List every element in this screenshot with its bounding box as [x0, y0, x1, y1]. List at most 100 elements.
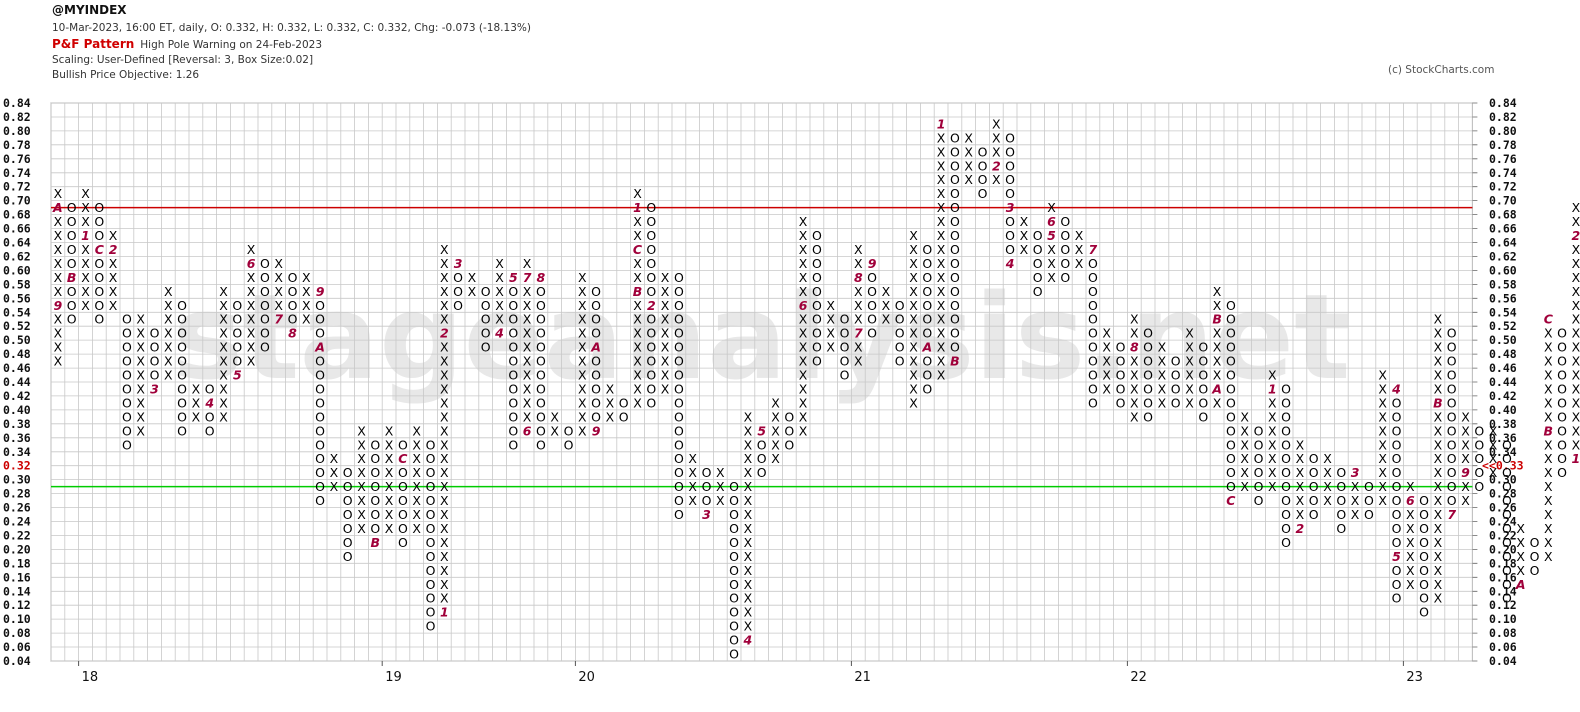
x-box: X — [1544, 549, 1553, 564]
o-box: O — [1226, 423, 1236, 438]
x-box: X — [219, 368, 228, 383]
x-box: X — [523, 312, 532, 327]
x-box: X — [330, 465, 339, 480]
x-box: X — [550, 423, 559, 438]
x-box: X — [937, 172, 946, 187]
x-box: X — [1158, 395, 1167, 410]
o-box: O — [315, 395, 325, 410]
x-box: X — [1434, 563, 1443, 578]
o-box: O — [729, 549, 739, 564]
x-box: X — [412, 493, 421, 508]
y-tick-label-left: 0.10 — [3, 612, 31, 626]
y-tick-label-right: 0.80 — [1489, 124, 1517, 138]
o-box: O — [757, 451, 767, 466]
o-box: O — [150, 340, 160, 355]
x-box: X — [909, 270, 918, 285]
y-tick-label-right: 0.84 — [1489, 96, 1517, 110]
x-box: X — [578, 409, 587, 424]
o-box: O — [1419, 577, 1429, 592]
copyright-credit: (c) StockCharts.com — [1388, 64, 1495, 76]
o-box: O — [1474, 465, 1484, 480]
o-box: O — [150, 326, 160, 341]
o-box: O — [950, 158, 960, 173]
o-box: O — [646, 340, 656, 355]
month-marker: 5 — [509, 270, 518, 285]
x-box: X — [1434, 312, 1443, 327]
x-box: X — [412, 451, 421, 466]
x-box: X — [164, 368, 173, 383]
y-tick-label-right: 0.40 — [1489, 403, 1517, 417]
x-box: X — [1185, 395, 1194, 410]
x-box: X — [192, 381, 201, 396]
month-marker: C — [95, 242, 105, 257]
o-box: O — [950, 172, 960, 187]
y-tick-label-left: 0.48 — [3, 347, 31, 361]
o-box: O — [94, 298, 104, 313]
x-axis-year-label: 23 — [1406, 670, 1423, 685]
o-box: O — [1281, 521, 1291, 536]
x-box: X — [440, 493, 449, 508]
o-box: O — [94, 200, 104, 215]
x-box: X — [412, 479, 421, 494]
x-box: X — [1434, 577, 1443, 592]
x-box: X — [1572, 298, 1580, 313]
x-box: X — [771, 437, 780, 452]
y-tick-label-right: 0.50 — [1489, 333, 1517, 347]
o-box: O — [674, 298, 684, 313]
o-box: O — [867, 326, 877, 341]
x-box: X — [661, 284, 670, 299]
o-box: O — [426, 535, 436, 550]
x-box: X — [440, 451, 449, 466]
x-box: X — [633, 214, 642, 229]
y-tick-label-right: 0.16 — [1489, 570, 1517, 584]
o-box: O — [1557, 451, 1567, 466]
x-box: X — [1020, 214, 1029, 229]
x-box: X — [854, 256, 863, 271]
o-box: O — [94, 256, 104, 271]
month-marker: 4 — [1391, 381, 1401, 396]
o-box: O — [674, 381, 684, 396]
y-tick-label-left: 0.60 — [3, 263, 31, 277]
o-box: O — [784, 409, 794, 424]
o-box: O — [1088, 298, 1098, 313]
x-box: X — [219, 340, 228, 355]
o-box: O — [1447, 437, 1457, 452]
o-box: O — [1005, 144, 1015, 159]
o-box: O — [674, 284, 684, 299]
month-marker: 2 — [440, 326, 449, 341]
o-box: O — [950, 200, 960, 215]
o-box: O — [978, 158, 988, 173]
o-box: O — [1226, 381, 1236, 396]
x-box: X — [440, 340, 449, 355]
o-box: O — [757, 437, 767, 452]
month-marker: 5 — [1392, 549, 1401, 564]
x-box: X — [1296, 479, 1305, 494]
y-tick-label-right: 0.44 — [1489, 375, 1517, 389]
o-box: O — [343, 493, 353, 508]
x-box: X — [164, 284, 173, 299]
x-box: X — [1434, 437, 1443, 452]
o-box: O — [1281, 507, 1291, 522]
o-box: O — [674, 368, 684, 383]
x-box: X — [1544, 451, 1553, 466]
o-box: O — [1557, 437, 1567, 452]
x-box: X — [799, 354, 808, 369]
o-box: O — [812, 228, 822, 243]
month-marker: 9 — [1461, 465, 1470, 480]
x-box: X — [1434, 368, 1443, 383]
x-box: X — [302, 284, 311, 299]
x-box: X — [744, 591, 753, 606]
o-box: O — [232, 312, 242, 327]
o-box: O — [674, 479, 684, 494]
o-box: O — [1226, 409, 1236, 424]
x-box: X — [578, 340, 587, 355]
o-box: O — [481, 284, 491, 299]
o-box: O — [1171, 368, 1181, 383]
o-box: O — [1557, 409, 1567, 424]
y-tick-label-right: 0.60 — [1489, 263, 1517, 277]
y-tick-label-left: 0.56 — [3, 291, 31, 305]
x-box: X — [826, 340, 835, 355]
x-box: X — [1544, 395, 1553, 410]
x-box: X — [1240, 437, 1249, 452]
o-box: O — [729, 479, 739, 494]
